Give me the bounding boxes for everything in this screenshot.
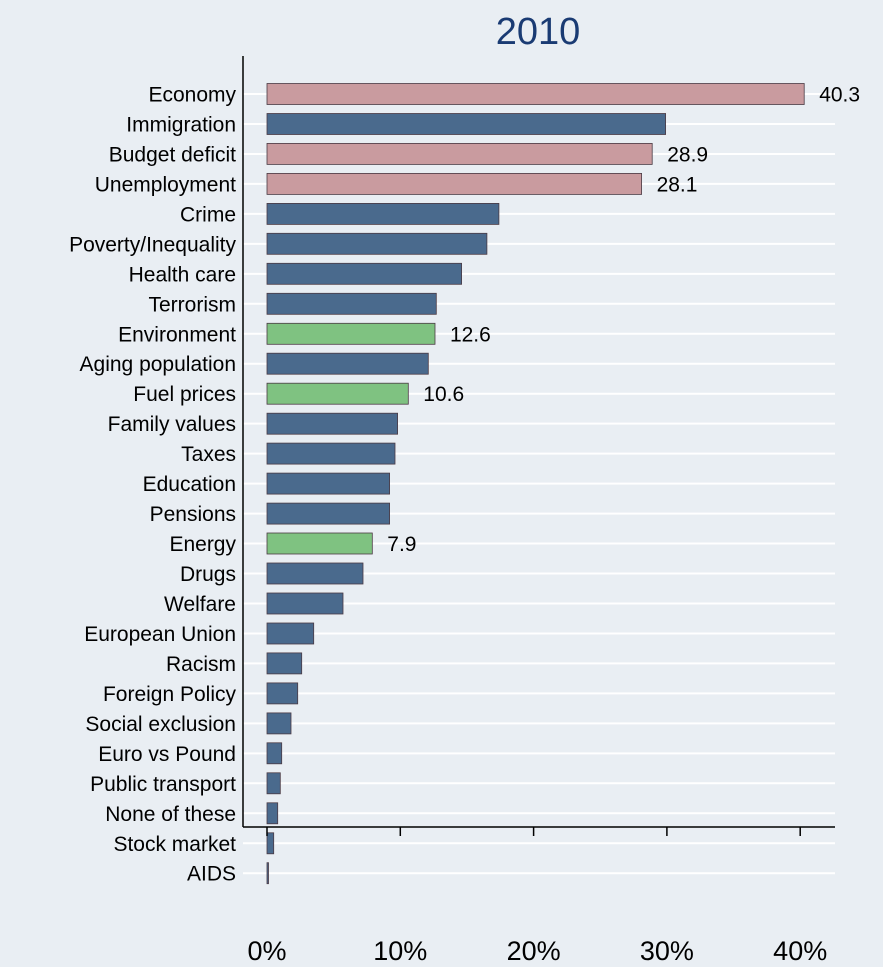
bar-family-values [266,412,399,435]
axes: 0% 10% 20% 30% 40% [242,56,835,966]
bar-taxes [266,442,396,465]
category-label: Energy [169,533,236,556]
bar-social-exclusion [266,712,292,735]
category-label: Budget deficit [109,143,236,166]
bar-public-transport [266,772,281,795]
bar-budget-deficit [266,142,653,165]
bar-economy [266,83,805,105]
bar-crime [266,202,500,225]
bar-education [266,472,390,495]
bar-euro-vs-pound [266,742,283,765]
category-label: Pensions [150,503,236,526]
data-label: 12.6 [450,323,491,346]
bar-racism [266,652,303,675]
category-label: Education [143,473,236,496]
bar-welfare [266,592,344,615]
bar-health-care [266,262,463,285]
bar-none-of-these [266,802,279,825]
category-label: Poverty/Inequality [69,233,236,256]
chart-title: 2010 [496,11,581,53]
bar-foreign-policy [266,682,299,705]
category-label: Fuel prices [133,383,236,406]
category-label: Public transport [90,773,236,796]
category-label: Welfare [164,593,236,616]
bar-environment [266,322,436,345]
x-tick-label: 40% [773,936,827,966]
x-tick-label: 20% [507,936,561,966]
category-label: Health care [129,263,236,286]
data-label: 40.3 [819,84,860,107]
bar-immigration [266,113,667,135]
category-label: European Union [84,623,236,646]
data-labels: 40.3 28.9 28.1 12.6 10.6 7.9 [387,84,860,557]
category-label: Drugs [180,563,236,586]
bars [266,83,805,885]
category-label: Crime [180,203,236,226]
category-label: Euro vs Pound [98,743,236,766]
category-label: Environment [118,323,236,346]
x-tick-label: 10% [373,936,427,966]
data-label: 7.9 [387,533,416,556]
bar-energy [266,532,373,555]
bar-aging-population [266,352,429,375]
x-tick-label: 30% [640,936,694,966]
x-tick-label: 0% [247,936,286,966]
category-label: AIDS [187,863,236,886]
bar-terrorism [266,292,437,315]
category-label: Foreign Policy [103,683,237,706]
category-labels: Economy Immigration Budget deficit Unemploy… [69,84,236,886]
category-label: Family values [108,413,236,436]
bar-european-union [266,622,315,645]
category-label: Terrorism [149,293,237,316]
bar-stock-market [266,832,275,855]
bar-drugs [266,562,364,585]
bar-poverty-inequality [266,232,488,255]
bar-fuel-prices [266,382,409,405]
data-label: 10.6 [423,383,464,406]
category-label: Stock market [113,833,236,856]
category-label: Economy [148,84,236,107]
data-label: 28.9 [667,143,708,166]
data-label: 28.1 [657,173,698,196]
category-label: Unemployment [95,173,236,196]
category-label: Taxes [181,443,236,466]
bar-pensions [266,502,390,525]
category-label: Social exclusion [85,713,236,736]
category-label: Immigration [126,113,236,136]
category-label: Racism [166,653,236,676]
category-label: Aging population [80,353,236,376]
category-label: None of these [105,803,236,826]
bar-unemployment [266,172,643,195]
bar-aids [266,862,269,885]
